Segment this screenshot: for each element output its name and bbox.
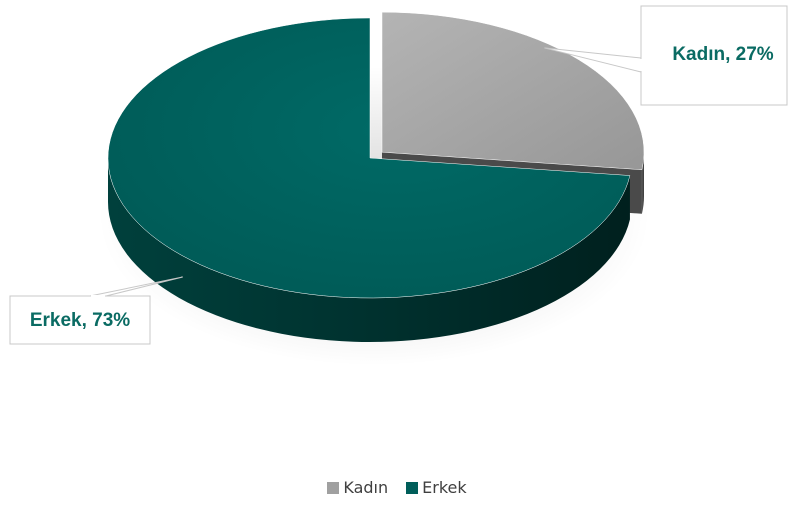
legend-item-erkek: Erkek — [406, 478, 467, 497]
legend-label-erkek: Erkek — [422, 478, 467, 497]
legend-label-kadin: Kadın — [343, 478, 389, 497]
data-label-erkek: Erkek, 73% — [30, 310, 130, 331]
chart-legend: Kadın Erkek — [0, 478, 794, 497]
pie-side-erkek — [108, 158, 630, 343]
data-label-kadin: Kadın, 27% — [672, 44, 773, 65]
callout-box-kadin — [640, 5, 788, 106]
legend-swatch-erkek — [406, 481, 419, 494]
legend-item-kadin: Kadın — [327, 478, 388, 497]
callout-box-erkek — [9, 295, 151, 345]
callout-pointer-kadin — [544, 47, 642, 73]
callout-pointer-erkek — [89, 276, 183, 297]
pie-slice-kadin — [381, 11, 645, 170]
legend-swatch-kadin — [327, 481, 340, 494]
pie-slice-erkek — [107, 17, 631, 299]
